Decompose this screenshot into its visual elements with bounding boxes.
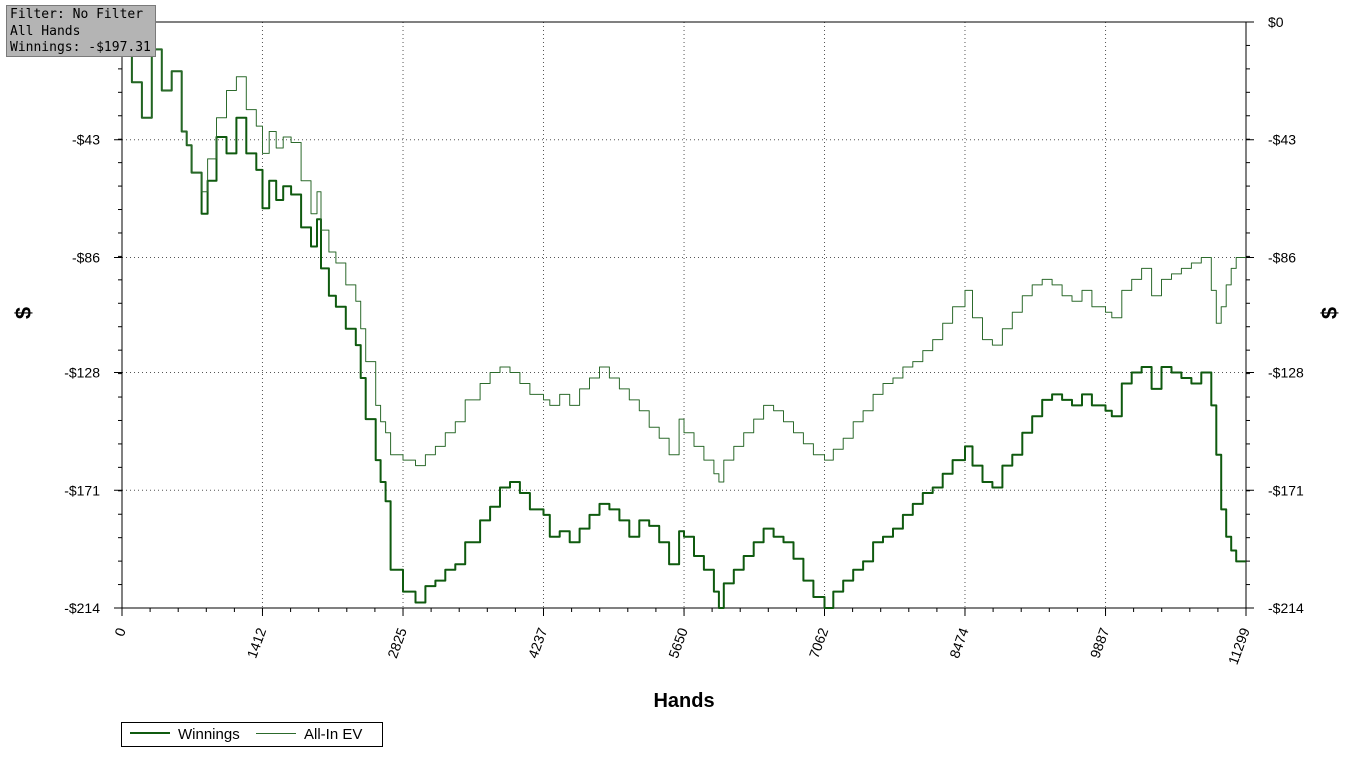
- x-tick-label: 4237: [525, 625, 551, 660]
- legend-swatch-winnings: [130, 732, 170, 735]
- x-tick-label: 1412: [244, 625, 270, 660]
- legend-swatch-allin-ev: [256, 732, 296, 734]
- hands-label: All Hands: [10, 23, 81, 39]
- plot-area-frame: [121, 21, 1247, 609]
- y-axis-title-left: $: [11, 307, 36, 319]
- x-tick-label: 11299: [1225, 625, 1253, 666]
- filter-label: Filter: No Filter: [10, 7, 144, 22]
- legend-item-winnings: Winnings: [130, 725, 240, 745]
- legend-item-allin-ev: All-In EV: [256, 725, 362, 745]
- y-tick-label-right: -$128: [1268, 365, 1304, 381]
- x-axis-labels: 0 1412 2825 4237 5650 7062 8474 9887 11299: [111, 625, 1253, 666]
- info-box: Filter: No Filter All Hands Winnings: -$…: [6, 5, 156, 57]
- y-tick-label-right: -$214: [1268, 600, 1304, 616]
- x-tick-label: 5650: [665, 625, 691, 660]
- x-axis-title: Hands: [653, 690, 714, 712]
- y-axis-right-labels: $0 -$43 -$86 -$128 -$171 -$214: [1268, 14, 1304, 616]
- y-axis-title-right: $: [1317, 307, 1342, 319]
- x-tick-label: 8474: [946, 625, 972, 660]
- x-tick-label: 9887: [1087, 625, 1113, 660]
- y-tick-label-right: -$86: [1268, 249, 1296, 265]
- y-tick-label-right: -$171: [1268, 482, 1304, 498]
- series-line-winnings: [122, 34, 1246, 609]
- legend: Winnings All-In EV: [121, 722, 383, 747]
- legend-label-winnings: Winnings: [178, 726, 240, 743]
- minor-ticks: [114, 21, 1254, 616]
- y-tick-label-left: -$214: [64, 600, 100, 616]
- x-tick-label: 7062: [806, 625, 832, 660]
- y-tick-label-left: -$86: [72, 249, 100, 265]
- y-tick-label-right: -$43: [1268, 132, 1296, 148]
- grid-lines: [122, 22, 1246, 608]
- x-tick-label: 2825: [384, 625, 410, 660]
- series-layer: [122, 34, 1246, 609]
- series-line-allin-ev: [122, 35, 1246, 483]
- y-tick-label-left: -$128: [64, 365, 100, 381]
- y-tick-label-left: -$171: [64, 482, 100, 498]
- y-tick-label-left: -$43: [72, 132, 100, 148]
- y-tick-label-right: $0: [1268, 14, 1284, 30]
- legend-label-allin-ev: All-In EV: [304, 726, 363, 743]
- winnings-label: Winnings: -$197.31: [10, 40, 151, 55]
- x-tick-label: 0: [111, 625, 129, 638]
- y-axis-left-labels: $0-$43-$86-$128-$171-$214: [64, 14, 100, 616]
